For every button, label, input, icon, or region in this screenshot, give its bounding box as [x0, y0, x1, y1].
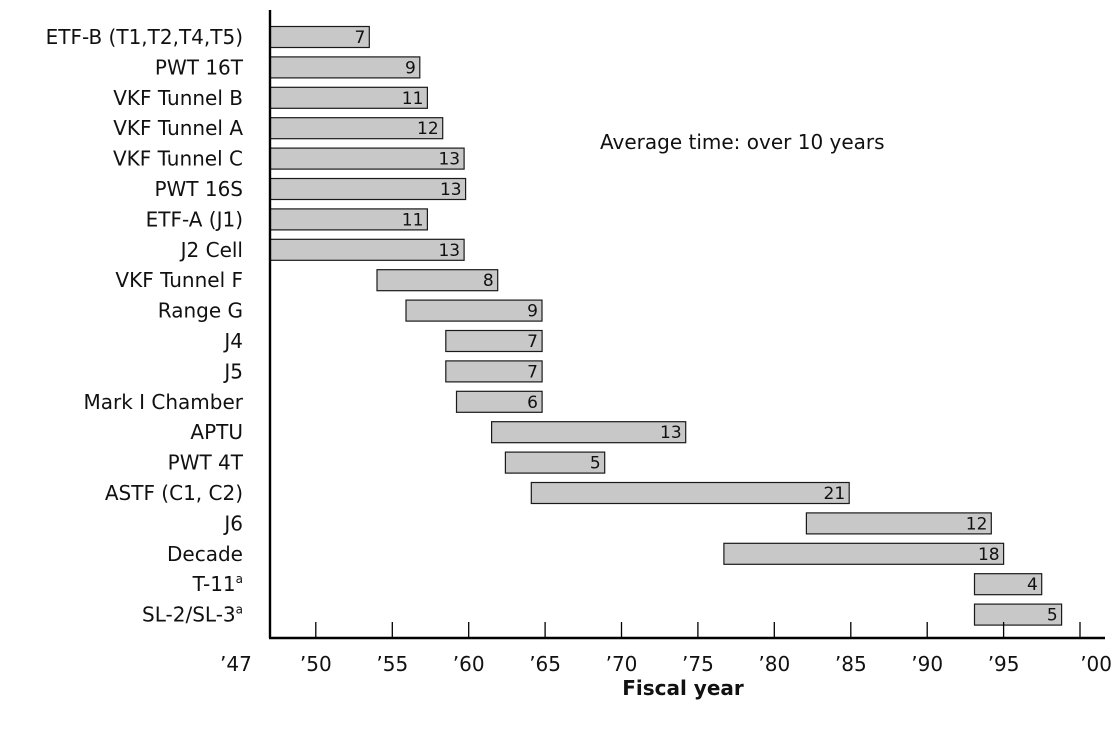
- category-label-text: VKF Tunnel A: [113, 116, 243, 140]
- x-tick-label: ’00: [1080, 652, 1112, 676]
- bar-value-label: 12: [417, 119, 439, 139]
- bar-value-label: 6: [527, 393, 538, 413]
- category-label: J5: [222, 359, 243, 383]
- category-label: J2 Cell: [179, 238, 243, 262]
- x-tick-label: ’75: [682, 652, 714, 676]
- annotation: Average time: over 10 years: [600, 130, 885, 154]
- category-label-text: VKF Tunnel B: [113, 86, 243, 110]
- bar-value-label: 9: [527, 302, 538, 322]
- bar-value-label: 13: [438, 150, 460, 170]
- category-label: SL-2/SL-3a: [142, 603, 243, 627]
- x-axis-title: Fiscal year: [622, 676, 744, 700]
- category-label-text: Decade: [167, 542, 243, 566]
- bar: [530, 481, 850, 505]
- x-tick-label: ’47: [220, 652, 252, 676]
- bar-value-label: 7: [354, 28, 365, 48]
- category-label-text: Range G: [158, 299, 243, 323]
- bar: [445, 360, 543, 383]
- category-label: T-11a: [192, 572, 243, 596]
- category-label-text: SL-2/SL-3: [142, 603, 236, 627]
- bar: [376, 269, 499, 292]
- category-label-text: ASTF (C1, C2): [105, 481, 243, 505]
- bar: [455, 390, 543, 413]
- bar-value-label: 5: [1047, 606, 1058, 626]
- category-label: Range G: [158, 299, 243, 323]
- category-label: PWT 16S: [154, 177, 243, 201]
- category-label-text: APTU: [190, 420, 243, 444]
- bar: [269, 177, 467, 201]
- bar: [723, 542, 1005, 565]
- x-axis-ticks: ’47 ’50 ’55 ’60 ’65 ’70 ’75 ’80 ’85 ’90 ’95 ’00: [220, 622, 1112, 676]
- bar-value-label: 13: [438, 241, 460, 261]
- bar-value-label: 7: [527, 332, 538, 352]
- bar: [973, 603, 1063, 626]
- category-label-text: J6: [222, 511, 243, 535]
- category-label: PWT 16T: [155, 55, 244, 79]
- category-label-text: ETF-B (T1,T2,T4,T5): [46, 25, 243, 49]
- x-tick-label: ’95: [988, 652, 1020, 676]
- footnote-marker: a: [236, 603, 243, 617]
- category-label: ETF-B (T1,T2,T4,T5): [46, 25, 243, 49]
- x-tick-label: ’85: [835, 652, 867, 676]
- bar-value-label: 4: [1027, 575, 1038, 595]
- bar: [445, 329, 543, 353]
- x-tick-label: ’90: [911, 652, 943, 676]
- category-label: VKF Tunnel B: [113, 86, 243, 110]
- bar: [405, 299, 543, 322]
- bar-value-label: 5: [590, 454, 601, 474]
- category-label: APTU: [190, 420, 243, 444]
- bar-value-label: 11: [402, 210, 424, 230]
- x-tick-label: ’60: [453, 652, 485, 676]
- category-label: ETF-A (J1): [146, 207, 243, 231]
- bar: [973, 573, 1043, 596]
- bar-value-label: 8: [483, 271, 494, 291]
- category-label-text: VKF Tunnel F: [115, 268, 243, 292]
- category-label-text: PWT 16T: [155, 55, 244, 79]
- category-label: Mark I Chamber: [83, 390, 243, 414]
- category-label: ASTF (C1, C2): [105, 481, 243, 505]
- bar-value-label: 21: [824, 484, 846, 504]
- category-label: J6: [222, 511, 243, 535]
- x-tick-label: ’65: [529, 652, 561, 676]
- bar-value-label: 9: [405, 58, 416, 78]
- category-label-text: PWT 16S: [154, 177, 243, 201]
- bar: [269, 56, 421, 79]
- category-label-text: VKF Tunnel C: [113, 147, 243, 171]
- category-label-text: J5: [222, 359, 243, 383]
- x-tick-label: ’50: [300, 652, 332, 676]
- category-label-text: J4: [222, 329, 243, 353]
- category-label: PWT 4T: [168, 451, 244, 475]
- category-label: Decade: [167, 542, 243, 566]
- bar-value-label: 18: [978, 545, 1000, 565]
- x-tick-label: ’70: [606, 652, 638, 676]
- bar-value-label: 13: [440, 180, 462, 200]
- category-label-text: ETF-A (J1): [146, 207, 243, 231]
- category-label: VKF Tunnel F: [115, 268, 243, 292]
- bar-value-label: 11: [402, 89, 424, 109]
- category-label: J4: [222, 329, 243, 353]
- category-label-text: PWT 4T: [168, 451, 244, 475]
- category-label-text: T-11: [192, 572, 236, 596]
- category-label: VKF Tunnel C: [113, 147, 243, 171]
- x-tick-label: ’55: [376, 652, 408, 676]
- x-tick-label: ’80: [758, 652, 790, 676]
- bar: [269, 147, 465, 170]
- bar-value-label: 13: [660, 423, 682, 443]
- bar: [269, 238, 465, 261]
- category-labels: ETF-B (T1,T2,T4,T5) PWT 16T VKF Tunnel B VK…: [46, 25, 244, 627]
- bar: [805, 512, 992, 535]
- category-label-text: Mark I Chamber: [83, 390, 243, 414]
- bar-value-label: 12: [966, 514, 988, 534]
- footnote-marker: a: [236, 572, 243, 586]
- bar: [491, 421, 687, 444]
- category-label: VKF Tunnel A: [113, 116, 243, 140]
- bar-value-label: 7: [527, 362, 538, 382]
- category-label-text: J2 Cell: [179, 238, 243, 262]
- bar: [504, 451, 606, 474]
